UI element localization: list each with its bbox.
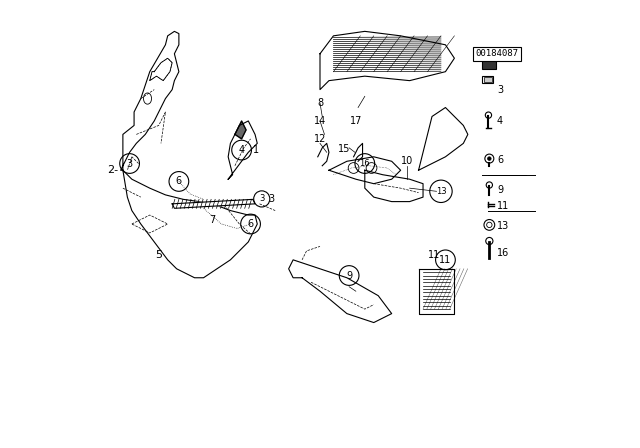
Bar <box>484 77 493 82</box>
Bar <box>482 76 493 83</box>
Text: 11: 11 <box>497 201 509 211</box>
Text: 6: 6 <box>497 155 503 165</box>
Text: 1: 1 <box>253 145 259 155</box>
Text: 10: 10 <box>401 156 413 166</box>
Text: 3: 3 <box>259 194 264 203</box>
Text: 16: 16 <box>497 248 509 258</box>
Text: 00184087: 00184087 <box>476 49 518 58</box>
Polygon shape <box>172 199 255 208</box>
Circle shape <box>488 157 491 160</box>
Text: 13: 13 <box>497 221 509 231</box>
Text: 2-: 2- <box>108 165 118 175</box>
Text: 17: 17 <box>349 116 362 126</box>
Bar <box>482 60 495 69</box>
Text: 8: 8 <box>317 98 323 108</box>
Text: 14: 14 <box>314 116 326 126</box>
Text: 6: 6 <box>176 177 182 186</box>
Text: 5: 5 <box>156 250 162 260</box>
Text: 4: 4 <box>497 116 503 126</box>
Text: 9: 9 <box>346 271 352 280</box>
Text: 3: 3 <box>269 194 275 204</box>
Text: 4: 4 <box>239 145 244 155</box>
Text: 11: 11 <box>439 255 452 265</box>
Text: 13: 13 <box>436 187 446 196</box>
Text: 7: 7 <box>209 215 216 225</box>
Text: 3: 3 <box>127 159 132 168</box>
Text: 6: 6 <box>248 219 253 229</box>
Text: 9: 9 <box>497 185 503 195</box>
Polygon shape <box>235 121 246 139</box>
Text: 12: 12 <box>314 134 326 144</box>
Text: 11: 11 <box>428 250 440 260</box>
Text: 3: 3 <box>497 85 503 95</box>
Text: 15: 15 <box>338 144 351 154</box>
Text: 16: 16 <box>360 159 370 168</box>
